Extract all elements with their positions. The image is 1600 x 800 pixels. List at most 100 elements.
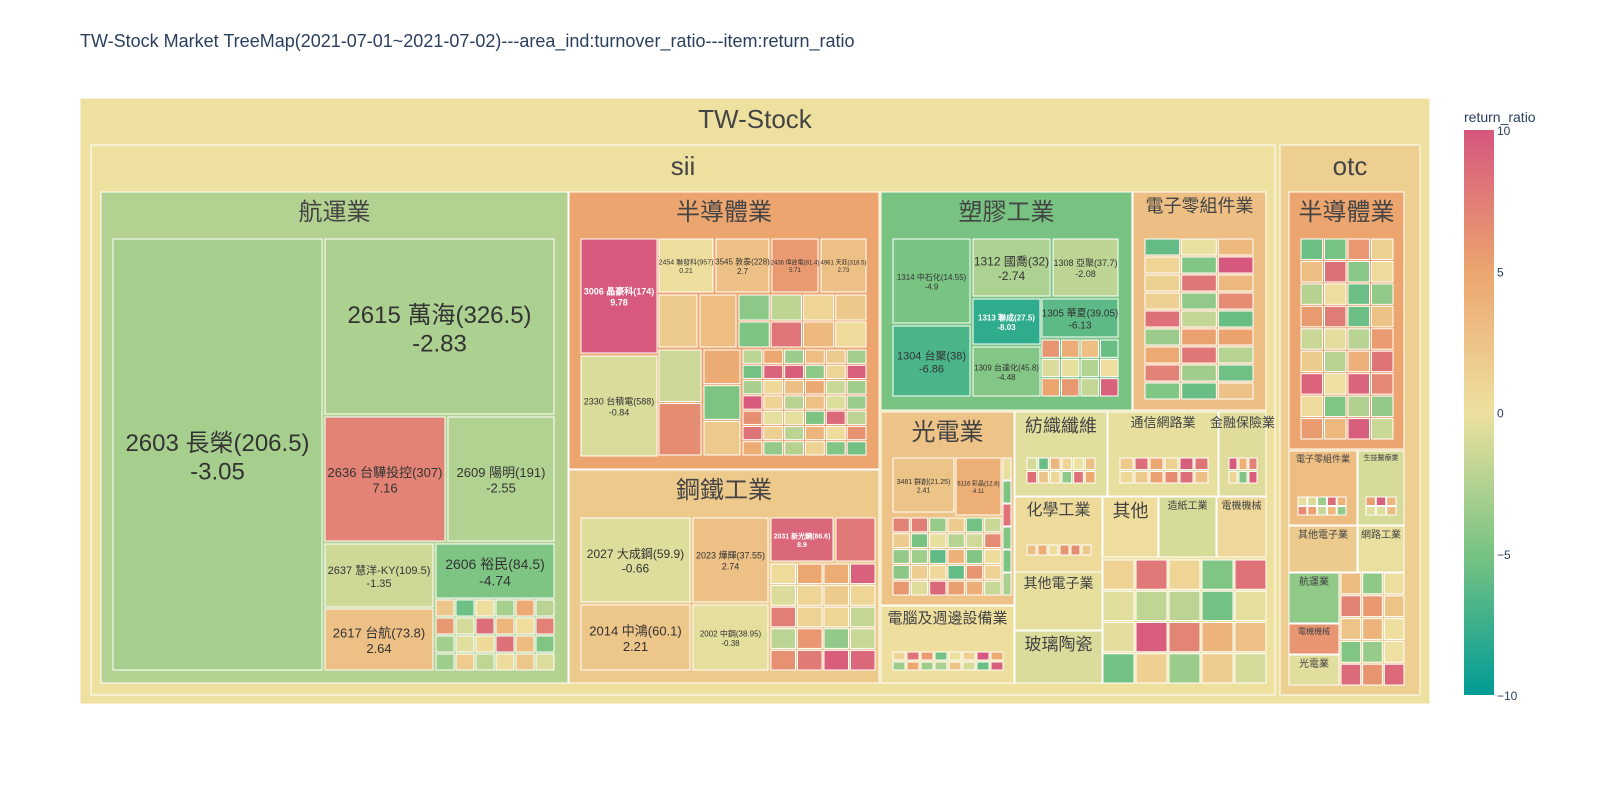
treemap-small-tile-semi-f-3-3[interactable]: [805, 395, 825, 410]
treemap-small-tile-otc-semi-3-0[interactable]: [1300, 305, 1323, 328]
treemap-small-tile-comm-1-0[interactable]: [1119, 471, 1134, 484]
treemap-small-tile-semi-f-0-0[interactable]: [742, 349, 763, 364]
treemap-small-tile-sii-rest-0-3[interactable]: [1201, 559, 1234, 590]
treemap-small-tile-opto-0-1[interactable]: [910, 517, 929, 533]
treemap-small-tile-semi-f-0-4[interactable]: [825, 349, 846, 364]
treemap-small-tile-opto-3-1[interactable]: [910, 564, 929, 580]
treemap-small-tile-elec-5-2[interactable]: [1217, 328, 1254, 346]
treemap-small-tile-otc-bio-0-0[interactable]: [1365, 496, 1376, 506]
treemap-small-tile-semi-f-3-2[interactable]: [784, 395, 805, 410]
treemap-small-tile-otc-semi-4-0[interactable]: [1300, 328, 1323, 350]
treemap-node-elecmach[interactable]: [1216, 496, 1267, 558]
treemap-small-tile-semi-d-0-0[interactable]: [658, 349, 702, 402]
treemap-small-tile-ship-small-0-4[interactable]: [515, 599, 535, 617]
treemap-small-tile-semi-f-4-0[interactable]: [742, 410, 763, 425]
treemap-small-tile-computer-1-2[interactable]: [920, 661, 934, 671]
treemap-small-tile-sii-rest-0-4[interactable]: [1234, 559, 1267, 590]
treemap-small-tile-opto-4-4[interactable]: [965, 580, 984, 596]
treemap-small-tile-computer-0-7[interactable]: [990, 651, 1004, 661]
treemap-small-tile-opto-2-0[interactable]: [892, 549, 910, 564]
treemap-small-tile-textile-1-4[interactable]: [1073, 471, 1084, 484]
treemap-small-tile-steel-a-3-1[interactable]: [797, 628, 823, 649]
treemap-small-tile-textile-1-1[interactable]: [1038, 471, 1049, 484]
treemap-small-tile-ship-small-2-3[interactable]: [495, 635, 515, 653]
treemap-small-tile-opto-4-3[interactable]: [947, 580, 965, 596]
treemap-small-tile-semi-f-1-2[interactable]: [784, 364, 805, 380]
treemap-small-tile-otc-semi-2-3[interactable]: [1371, 283, 1394, 305]
treemap-small-tile-sii-rest-2-1[interactable]: [1135, 622, 1168, 653]
treemap-leaf-s3006[interactable]: [580, 238, 658, 354]
treemap-small-tile-ship-small-0-0[interactable]: [435, 599, 455, 617]
treemap-node-glass[interactable]: [1014, 630, 1103, 684]
treemap-node-otc_opto[interactable]: [1288, 654, 1340, 686]
treemap-small-tile-sii-rest-2-4[interactable]: [1234, 622, 1267, 653]
treemap-node-otc_otherelec[interactable]: [1288, 525, 1358, 573]
treemap-small-tile-steel-a-0-0[interactable]: [770, 563, 796, 585]
treemap-small-tile-opto-4-2[interactable]: [929, 580, 947, 596]
treemap-small-tile-semi-c-0-1[interactable]: [770, 294, 802, 321]
treemap-small-tile-fin-0-2[interactable]: [1248, 457, 1258, 470]
treemap-small-tile-sii-rest-0-2[interactable]: [1168, 559, 1201, 590]
treemap-small-tile-otc-semi-0-3[interactable]: [1371, 238, 1394, 260]
treemap-small-tile-comm-0-4[interactable]: [1179, 457, 1194, 470]
treemap-small-tile-semi-c-1-3[interactable]: [835, 321, 867, 348]
treemap-leaf-s1309[interactable]: [972, 346, 1041, 397]
treemap-small-tile-otc-semi-5-1[interactable]: [1324, 350, 1347, 373]
treemap-small-tile-semi-f-1-3[interactable]: [805, 364, 825, 380]
treemap-small-tile-semi-f-3-1[interactable]: [763, 395, 784, 410]
treemap-small-tile-otc-rest-1-0[interactable]: [1340, 595, 1362, 618]
treemap-small-tile-otc-semi-5-2[interactable]: [1347, 350, 1370, 373]
treemap-small-tile-otc-semi-6-3[interactable]: [1371, 373, 1394, 395]
treemap-small-tile-semi-f-1-0[interactable]: [742, 364, 763, 380]
treemap-small-tile-otc-semi-2-0[interactable]: [1300, 283, 1323, 305]
treemap-small-tile-otc-elec-1-1[interactable]: [1307, 506, 1318, 516]
treemap-small-tile-otc-semi-6-1[interactable]: [1324, 373, 1347, 395]
treemap-small-tile-otc-semi-5-3[interactable]: [1371, 350, 1394, 373]
treemap-small-tile-steel-a-4-3[interactable]: [850, 649, 876, 671]
treemap-leaf-s2436[interactable]: [771, 238, 819, 293]
treemap-small-tile-otc-semi-4-2[interactable]: [1347, 328, 1370, 350]
treemap-small-tile-opto-1-3[interactable]: [947, 533, 965, 549]
treemap-small-tile-steel-a-0-3[interactable]: [850, 563, 876, 585]
treemap-small-tile-plast-2-3[interactable]: [1100, 378, 1119, 397]
treemap-small-tile-semi-f-3-5[interactable]: [846, 395, 867, 410]
treemap-small-tile-ship-small-1-4[interactable]: [515, 617, 535, 635]
treemap-small-tile-opto-4-1[interactable]: [910, 580, 929, 596]
treemap-small-tile-semi-e-1-0[interactable]: [703, 385, 741, 420]
treemap-small-tile-elec-0-2[interactable]: [1217, 238, 1254, 256]
treemap-small-tile-otc-rest-3-2[interactable]: [1383, 640, 1405, 663]
treemap-small-tile-elec-4-1[interactable]: [1181, 310, 1217, 328]
treemap-small-tile-sii-rest-1-3[interactable]: [1201, 590, 1234, 621]
treemap-small-tile-semi-f-1-4[interactable]: [825, 364, 846, 380]
treemap-small-tile-computer-0-5[interactable]: [962, 651, 976, 661]
treemap-small-tile-semi-f-2-1[interactable]: [763, 380, 784, 395]
treemap-small-tile-textile-0-4[interactable]: [1073, 457, 1084, 470]
treemap-leaf-s4961[interactable]: [820, 238, 867, 293]
treemap-small-tile-semi-c-1-2[interactable]: [803, 321, 835, 348]
treemap-small-tile-computer-0-4[interactable]: [948, 651, 962, 661]
treemap-small-tile-otc-semi-3-3[interactable]: [1371, 305, 1394, 328]
treemap-small-tile-elec-1-0[interactable]: [1144, 256, 1181, 274]
treemap-leaf-s3481[interactable]: [892, 457, 955, 513]
treemap-small-tile-comm-0-5[interactable]: [1194, 457, 1209, 470]
treemap-small-tile-comm-1-5[interactable]: [1194, 471, 1209, 484]
treemap-small-tile-semi-f-2-5[interactable]: [846, 380, 867, 395]
treemap-small-tile-otc-bio-0-2[interactable]: [1386, 496, 1397, 506]
treemap-leaf-s1308[interactable]: [1052, 238, 1119, 297]
treemap-small-tile-semi-d-1-0[interactable]: [658, 403, 702, 456]
treemap-small-tile-ship-small-1-5[interactable]: [535, 617, 555, 635]
treemap-small-tile-textile-0-0[interactable]: [1026, 457, 1038, 470]
treemap-node-otc_elecmach[interactable]: [1288, 623, 1340, 655]
treemap-small-tile-comm-1-2[interactable]: [1149, 471, 1164, 484]
treemap-small-tile-otc-semi-1-0[interactable]: [1300, 260, 1323, 283]
treemap-small-tile-semi-a-0-0[interactable]: [658, 294, 698, 348]
treemap-small-tile-elec-7-2[interactable]: [1217, 364, 1254, 382]
treemap-small-tile-elec-1-1[interactable]: [1181, 256, 1217, 274]
treemap-small-tile-otc-rest-0-1[interactable]: [1362, 572, 1383, 595]
treemap-node-otherelec[interactable]: [1014, 571, 1103, 631]
treemap-small-tile-semi-f-5-4[interactable]: [825, 425, 846, 441]
treemap-small-tile-comm-0-0[interactable]: [1119, 457, 1134, 470]
treemap-small-tile-sii-rest-3-0[interactable]: [1102, 653, 1135, 684]
treemap-small-tile-opto-2-4[interactable]: [965, 549, 984, 564]
